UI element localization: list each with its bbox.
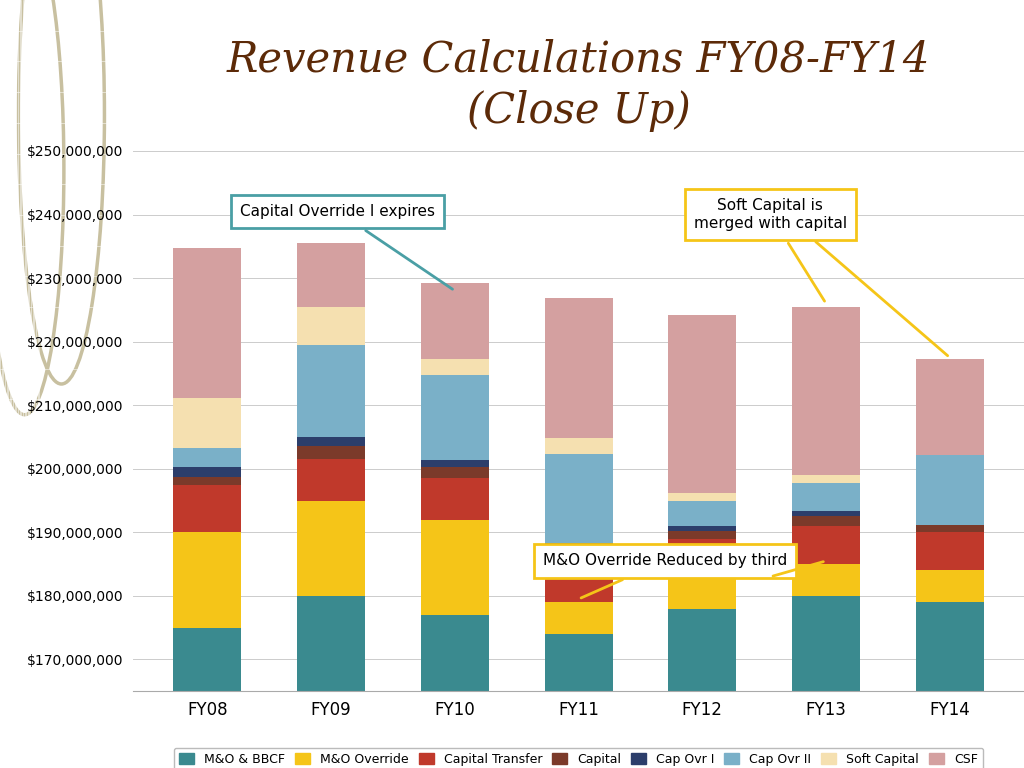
Legend: M&O & BBCF, M&O Override, Capital Transfer, Capital, Cap Ovr I, Cap Ovr II, Soft: M&O & BBCF, M&O Override, Capital Transf… (174, 748, 983, 768)
Bar (915, 359, 984, 455)
Text: Capital Override I expires: Capital Override I expires (240, 204, 453, 290)
Bar (421, 467, 488, 478)
Bar (421, 283, 488, 359)
Bar (792, 596, 860, 768)
Bar (545, 439, 612, 454)
Bar (173, 468, 242, 477)
Bar (297, 501, 366, 596)
Bar (173, 485, 242, 532)
Text: M&O Override Reduced by third: M&O Override Reduced by third (543, 554, 787, 598)
Bar (915, 571, 984, 602)
Bar (669, 577, 736, 608)
Bar (915, 602, 984, 768)
Bar (669, 608, 736, 768)
Bar (792, 475, 860, 483)
Bar (792, 306, 860, 475)
Bar (421, 478, 488, 520)
Bar (669, 493, 736, 501)
Bar (297, 446, 366, 459)
Bar (545, 634, 612, 768)
Bar (915, 532, 984, 571)
Bar (173, 532, 242, 627)
Bar (915, 525, 984, 532)
Bar (173, 627, 242, 768)
Bar (669, 538, 736, 577)
Bar (297, 345, 366, 437)
Text: Soft Capital is
merged with capital: Soft Capital is merged with capital (694, 198, 847, 301)
Text: Revenue Calculations FY08-FY14
(Close Up): Revenue Calculations FY08-FY14 (Close Up… (227, 38, 930, 132)
Bar (669, 526, 736, 531)
Bar (545, 549, 612, 561)
Bar (545, 454, 612, 543)
Bar (173, 449, 242, 468)
Bar (792, 564, 860, 596)
Bar (792, 516, 860, 526)
Bar (669, 315, 736, 493)
Bar (421, 461, 488, 467)
Bar (545, 543, 612, 549)
Bar (297, 306, 366, 345)
Bar (792, 526, 860, 564)
Bar (297, 437, 366, 446)
Bar (792, 483, 860, 511)
Bar (297, 596, 366, 768)
Bar (297, 243, 366, 306)
Bar (545, 561, 612, 602)
Bar (297, 459, 366, 501)
Bar (173, 398, 242, 449)
Bar (545, 299, 612, 439)
Bar (792, 511, 860, 516)
Bar (669, 501, 736, 526)
Bar (915, 455, 984, 525)
Bar (421, 615, 488, 768)
Bar (421, 520, 488, 615)
Bar (545, 602, 612, 634)
Bar (173, 477, 242, 485)
Bar (669, 531, 736, 538)
Bar (421, 359, 488, 375)
Bar (173, 248, 242, 398)
Bar (421, 375, 488, 461)
